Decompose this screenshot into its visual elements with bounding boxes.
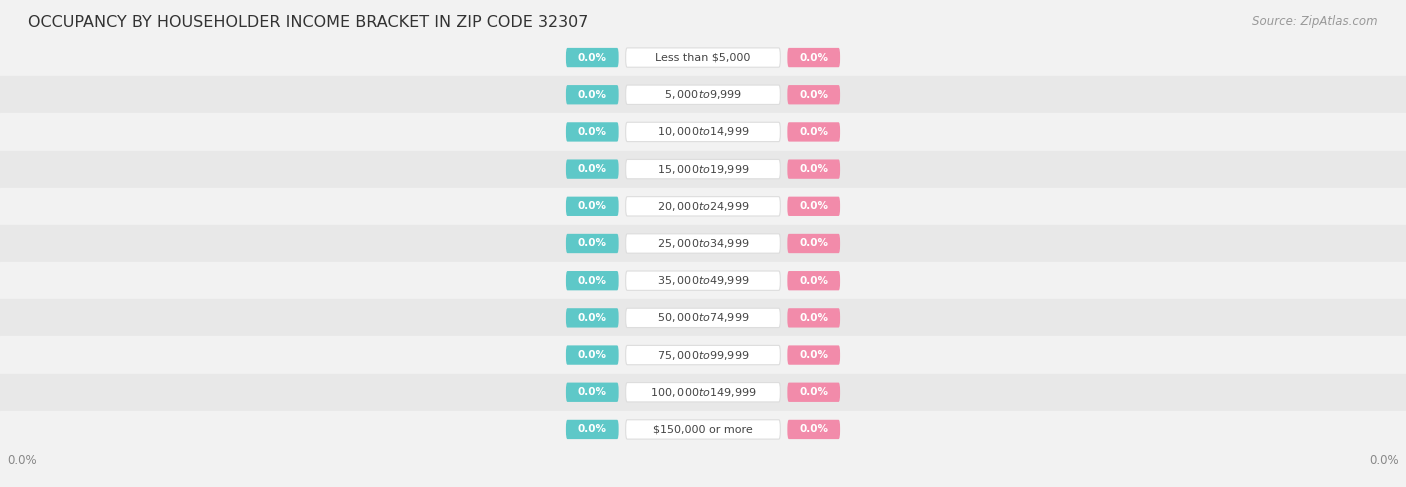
FancyBboxPatch shape <box>626 383 780 402</box>
FancyBboxPatch shape <box>787 85 841 104</box>
FancyBboxPatch shape <box>787 122 841 142</box>
Text: 0.0%: 0.0% <box>578 350 607 360</box>
FancyBboxPatch shape <box>565 48 619 67</box>
Text: 0.0%: 0.0% <box>799 425 828 434</box>
Text: $5,000 to $9,999: $5,000 to $9,999 <box>664 88 742 101</box>
FancyBboxPatch shape <box>565 271 619 290</box>
Text: 0.0%: 0.0% <box>799 313 828 323</box>
Text: 0.0%: 0.0% <box>578 425 607 434</box>
Text: 0.0%: 0.0% <box>578 239 607 248</box>
FancyBboxPatch shape <box>565 308 619 328</box>
Text: 0.0%: 0.0% <box>1369 453 1399 467</box>
Text: $20,000 to $24,999: $20,000 to $24,999 <box>657 200 749 213</box>
FancyBboxPatch shape <box>626 122 780 142</box>
FancyBboxPatch shape <box>626 48 780 67</box>
Text: 0.0%: 0.0% <box>799 276 828 286</box>
Bar <box>0 113 1406 150</box>
FancyBboxPatch shape <box>787 159 841 179</box>
Text: 0.0%: 0.0% <box>578 387 607 397</box>
Text: 0.0%: 0.0% <box>7 453 37 467</box>
Bar <box>0 411 1406 448</box>
FancyBboxPatch shape <box>626 85 780 104</box>
FancyBboxPatch shape <box>626 197 780 216</box>
FancyBboxPatch shape <box>787 383 841 402</box>
Text: 0.0%: 0.0% <box>799 387 828 397</box>
FancyBboxPatch shape <box>787 234 841 253</box>
FancyBboxPatch shape <box>787 271 841 290</box>
Bar <box>0 187 1406 225</box>
FancyBboxPatch shape <box>626 308 780 328</box>
Text: Source: ZipAtlas.com: Source: ZipAtlas.com <box>1253 15 1378 28</box>
Text: 0.0%: 0.0% <box>799 350 828 360</box>
Bar <box>0 374 1406 411</box>
FancyBboxPatch shape <box>787 197 841 216</box>
Text: 0.0%: 0.0% <box>799 164 828 174</box>
FancyBboxPatch shape <box>565 159 619 179</box>
FancyBboxPatch shape <box>787 308 841 328</box>
Text: Less than $5,000: Less than $5,000 <box>655 53 751 62</box>
Text: 0.0%: 0.0% <box>799 127 828 137</box>
Text: 0.0%: 0.0% <box>799 201 828 211</box>
FancyBboxPatch shape <box>626 271 780 290</box>
FancyBboxPatch shape <box>626 420 780 439</box>
FancyBboxPatch shape <box>565 122 619 142</box>
Bar <box>0 337 1406 374</box>
FancyBboxPatch shape <box>626 345 780 365</box>
Text: $15,000 to $19,999: $15,000 to $19,999 <box>657 163 749 176</box>
FancyBboxPatch shape <box>787 48 841 67</box>
Bar <box>0 225 1406 262</box>
Text: 0.0%: 0.0% <box>799 90 828 100</box>
Text: 0.0%: 0.0% <box>578 201 607 211</box>
Text: 0.0%: 0.0% <box>578 313 607 323</box>
Text: 0.0%: 0.0% <box>578 164 607 174</box>
FancyBboxPatch shape <box>626 159 780 179</box>
FancyBboxPatch shape <box>787 345 841 365</box>
FancyBboxPatch shape <box>565 383 619 402</box>
Text: $50,000 to $74,999: $50,000 to $74,999 <box>657 311 749 324</box>
Bar <box>0 150 1406 187</box>
FancyBboxPatch shape <box>565 234 619 253</box>
Bar <box>0 76 1406 113</box>
Text: 0.0%: 0.0% <box>578 53 607 62</box>
Text: 0.0%: 0.0% <box>578 90 607 100</box>
Text: $100,000 to $149,999: $100,000 to $149,999 <box>650 386 756 399</box>
FancyBboxPatch shape <box>565 420 619 439</box>
Text: 0.0%: 0.0% <box>799 53 828 62</box>
Text: $35,000 to $49,999: $35,000 to $49,999 <box>657 274 749 287</box>
Text: $25,000 to $34,999: $25,000 to $34,999 <box>657 237 749 250</box>
Text: 0.0%: 0.0% <box>578 127 607 137</box>
Text: 0.0%: 0.0% <box>578 276 607 286</box>
Text: OCCUPANCY BY HOUSEHOLDER INCOME BRACKET IN ZIP CODE 32307: OCCUPANCY BY HOUSEHOLDER INCOME BRACKET … <box>28 15 589 30</box>
Text: $75,000 to $99,999: $75,000 to $99,999 <box>657 349 749 361</box>
Text: $150,000 or more: $150,000 or more <box>654 425 752 434</box>
FancyBboxPatch shape <box>565 85 619 104</box>
Text: 0.0%: 0.0% <box>799 239 828 248</box>
FancyBboxPatch shape <box>565 345 619 365</box>
Text: $10,000 to $14,999: $10,000 to $14,999 <box>657 126 749 138</box>
FancyBboxPatch shape <box>565 197 619 216</box>
Bar <box>0 300 1406 337</box>
FancyBboxPatch shape <box>626 234 780 253</box>
Bar <box>0 262 1406 300</box>
FancyBboxPatch shape <box>787 420 841 439</box>
Bar <box>0 39 1406 76</box>
